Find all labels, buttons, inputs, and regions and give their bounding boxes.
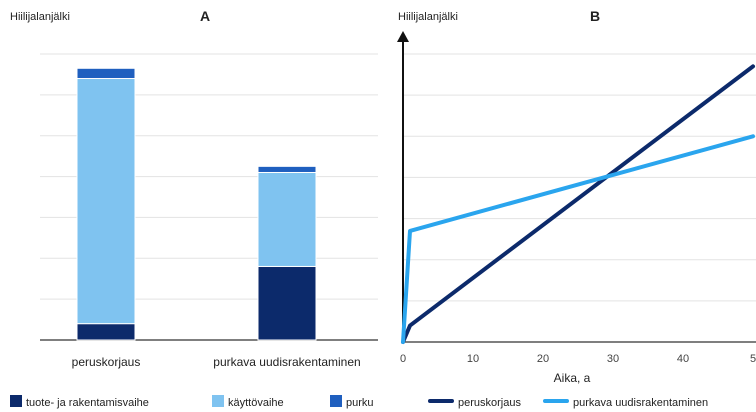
bar-peruskorjaus-kayttovaihe [76, 78, 136, 325]
legend-label-purkava-uudisrakentaminen: purkava uudisrakentaminen [573, 397, 708, 409]
panel-b-lines [401, 64, 755, 344]
panel-a-ylabel: Hiilijalanjälki [10, 11, 70, 23]
legend-swatch-kayttovaihe [212, 395, 224, 407]
panel-b-title: B [590, 8, 600, 24]
panel-a: Hiilijalanjälki A peruskorjaus purkava uu… [10, 8, 378, 409]
x-tick-label: 20 [537, 353, 549, 365]
legend-swatch-tuote-ja-rakentamisvaihe [10, 395, 22, 407]
x-tick-label: 30 [607, 353, 619, 365]
panel-a-categories: peruskorjaus purkava uudisrakentaminen [72, 355, 361, 369]
panel-b-y-axis-arrow [397, 31, 409, 42]
x-tick-label: 40 [677, 353, 689, 365]
legend-label-purku: purku [346, 397, 374, 409]
panel-a-bars [76, 67, 317, 341]
bar-purkava-uudisrakentaminen-purku [257, 165, 317, 173]
legend-label-tuote-ja-rakentamisvaihe: tuote- ja rakentamisvaihe [26, 397, 149, 409]
panel-b-x-ticks: 0 10 20 30 40 5 [400, 353, 756, 365]
legend-label-peruskorjaus: peruskorjaus [458, 397, 521, 409]
line-purkava-uudisrakentaminen [401, 134, 755, 344]
panel-a-title: A [200, 8, 210, 24]
category-label-peruskorjaus: peruskorjaus [72, 355, 141, 369]
panel-b-grid [403, 53, 756, 302]
panel-b-xlabel: Aika, a [554, 371, 591, 385]
legend-swatch-purku [330, 395, 342, 407]
legend-label-kayttovaihe: käyttövaihe [228, 397, 284, 409]
panel-b-ylabel: Hiilijalanjälki [398, 11, 458, 23]
bar-peruskorjaus-tuote-ja-rakentamisvaihe [76, 323, 136, 341]
bar-peruskorjaus-purku [76, 67, 136, 80]
x-tick-label: 10 [467, 353, 479, 365]
x-tick-label: 0 [400, 353, 406, 365]
bar-purkava-uudisrakentaminen-kayttovaihe [257, 171, 317, 267]
panel-b-legend: peruskorjaus purkava uudisrakentaminen [428, 397, 708, 409]
panel-a-legend: tuote- ja rakentamisvaihe käyttövaihe purk… [10, 395, 374, 409]
panel-b: Hiilijalanjälki B 0 10 20 30 40 5 Aika, a per… [397, 8, 756, 409]
category-label-purkava-uudisrakentaminen: purkava uudisrakentaminen [213, 355, 360, 369]
x-tick-label: 5 [750, 353, 756, 365]
bar-purkava-uudisrakentaminen-tuote-ja-rakentamisvaihe [257, 265, 317, 341]
